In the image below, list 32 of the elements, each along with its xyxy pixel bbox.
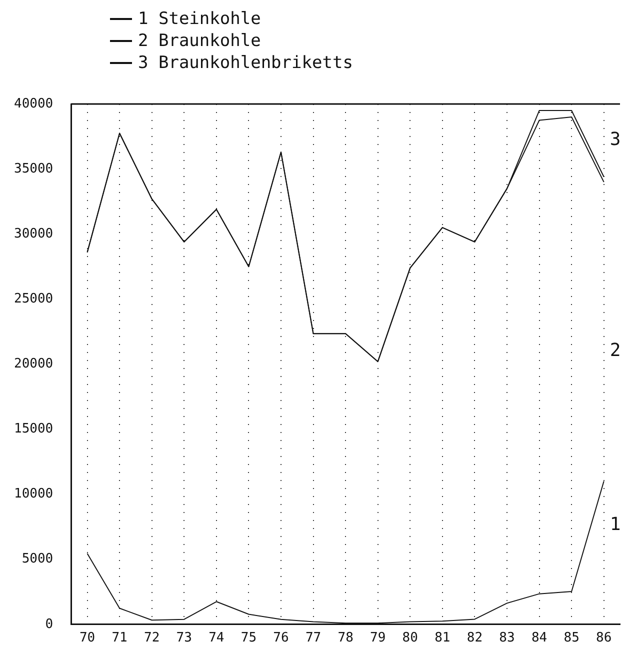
x-tick-label: 70 [79,630,96,646]
y-tick-label: 35000 [14,161,54,176]
y-tick-label: 5000 [22,552,54,567]
x-tick-label: 76 [273,630,289,646]
x-tick-label: 84 [531,630,548,646]
y-tick-label: 20000 [14,356,54,372]
x-tick-label: 85 [564,630,580,646]
legend-label: 3 Braunkohlenbriketts [138,52,353,74]
x-tick-label: 81 [434,630,450,646]
annotation: 3 [610,129,621,150]
y-tick-label: 30000 [14,226,54,242]
y-tick-label: 25000 [14,292,54,307]
x-tick-label: 73 [176,630,192,646]
x-tick-label: 72 [144,630,160,646]
y-tick-label: 10000 [14,486,54,502]
x-tick-label: 75 [240,630,257,646]
x-tick-label: 82 [466,630,483,646]
annotation: 2 [610,340,621,361]
x-tick-label: 74 [208,630,224,646]
x-tick-label: 71 [112,630,128,646]
x-tick-label: 86 [596,630,612,646]
x-tick-label: 77 [305,630,322,646]
x-tick-label: 79 [370,630,386,646]
legend-label: 2 Braunkohle [138,30,261,52]
x-tick-label: 83 [499,630,515,646]
y-tick-label: 0 [45,616,54,632]
x-tick-label: 78 [338,630,354,646]
y-tick-label: 40000 [14,96,54,112]
y-tick-label: 15000 [14,422,54,437]
x-tick-label: 80 [402,630,418,646]
legend-label: 1 Steinkohle [138,8,261,30]
annotation: 1 [610,514,621,536]
